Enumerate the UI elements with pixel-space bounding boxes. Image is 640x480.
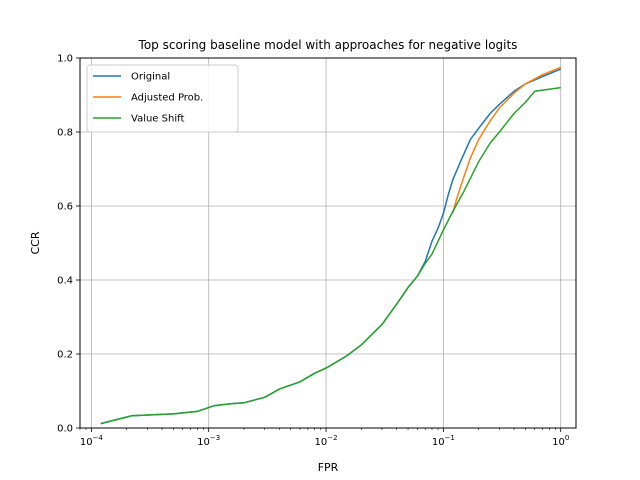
x-tick-label: 100 [552,434,569,448]
legend-label-1: Original [131,72,170,83]
y-tick-label: 0.4 [57,276,73,287]
y-tick-label: 0.2 [57,350,73,361]
legend: Original Adjusted Prob. Value Shift [86,64,239,133]
x-axis-label: FPR [318,461,339,474]
legend-label-2: Adjusted Prob. [131,93,203,104]
axis-ticks: 10−4 10−3 10−2 10−1 100 0.0 0.2 0.4 0.6 0.8 1.0 [57,54,569,449]
plot-lines [100,66,561,425]
y-tick-label: 0.6 [57,202,73,213]
chart-title: Top scoring baseline model with approach… [138,38,518,52]
x-tick-label: 10−3 [197,434,220,448]
x-tick-label: 10−4 [80,434,104,448]
legend-label-3: Value Shift [131,114,184,125]
series-line-3 [100,86,561,425]
y-tick-label: 1.0 [57,54,73,65]
y-axis-label: CCR [29,231,42,254]
x-tick-label: 10−2 [315,434,338,448]
x-tick-label: 10−1 [432,434,455,448]
series-line-2 [451,66,561,214]
y-tick-label: 0.8 [57,128,73,139]
legend-box [86,64,239,133]
plot-frame [79,57,577,429]
y-tick-label: 0.0 [57,424,73,435]
